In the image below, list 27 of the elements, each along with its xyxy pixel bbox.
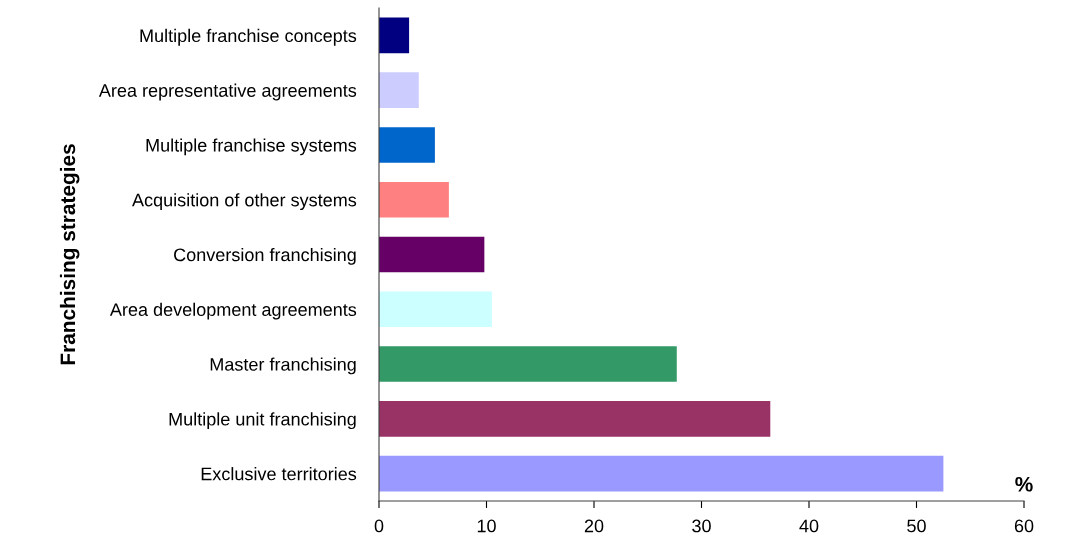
bar [379,401,771,437]
bar [379,346,677,382]
y-tick-label: Conversion franchising [174,247,356,265]
y-axis-title: Franchising strategies [59,144,80,365]
x-tick-label: 30 [692,519,711,533]
y-tick-label: Multiple unit franchising [169,412,356,430]
bar [379,181,449,218]
y-tick-label: Area development agreements [109,302,357,320]
x-tick-label: 60 [1014,519,1034,533]
bar [379,236,485,273]
x-axis-title: % [1015,476,1033,492]
x-tick-label: 50 [907,519,926,533]
y-tick-label: Area representative agreements [98,83,357,101]
x-tick-label: 20 [584,519,604,533]
bar [379,127,435,163]
y-tick-label: Multiple franchise systems [146,138,357,156]
y-tick-label: Exclusive territories [201,467,357,481]
x-tick-label: 0 [374,519,384,533]
bar [379,291,492,328]
x-tick-label: 10 [477,519,496,533]
bar [379,17,410,54]
x-tick-label: 40 [799,519,819,533]
y-tick-label: Master franchising [210,357,356,375]
bar [379,455,944,492]
y-tick-label: Acquisition of other systems [132,193,357,211]
y-tick-label: Multiple franchise concepts [140,28,357,46]
bar [379,72,419,108]
